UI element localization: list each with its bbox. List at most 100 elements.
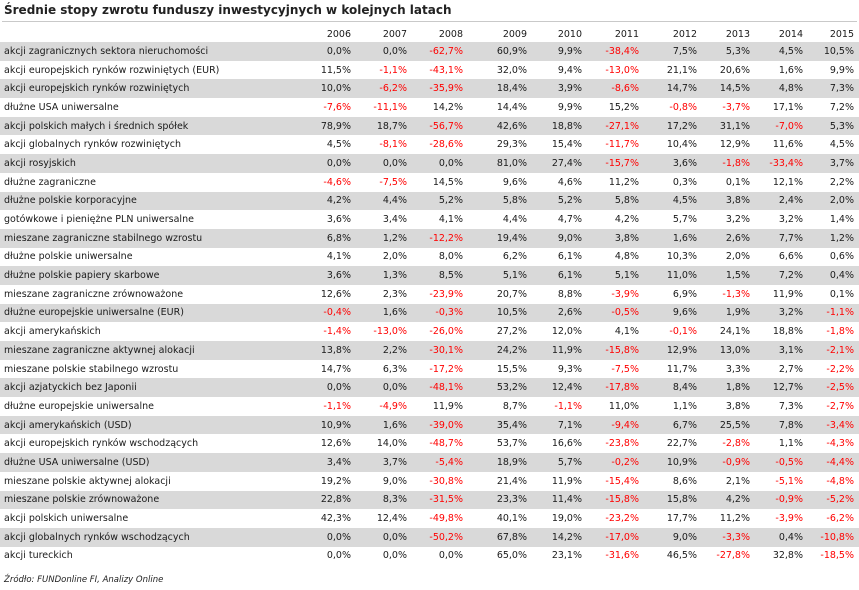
return-value: -17,2% (429, 363, 463, 375)
return-value: 3,6% (269, 266, 356, 285)
return-value: 3,3% (725, 363, 750, 375)
return-value: 11,0% (608, 400, 639, 412)
table-row: akcji amerykańskich (USD) 10,9% 1,6% -39,0%… (0, 415, 859, 435)
table-row: akcji polskich małych i średnich spółek 7… (0, 116, 859, 136)
return-value: 4,5% (755, 42, 808, 61)
return-value: -9,4% (587, 415, 644, 435)
returns-table: 2006 2007 2008 2009 2010 2011 2012 2013 2014 2015… (0, 26, 859, 565)
return-value: 21,1% (666, 64, 697, 76)
return-value: 8,5% (412, 266, 468, 285)
return-value: 23,3% (468, 490, 532, 510)
fund-category: akcji globalnych rynków wschodzących (0, 527, 269, 547)
return-value: -39,0% (412, 415, 468, 435)
fund-category: dłużne USA uniwersalne (4, 101, 119, 113)
return-value: 14,2% (532, 527, 587, 547)
return-value: -11,1% (373, 101, 407, 113)
fund-category: mieszane zagraniczne zrównoważone (4, 288, 184, 300)
return-value: 0,3% (672, 176, 697, 188)
table-row: akcji azjatyckich bez Japonii 0,0% 0,0% -48… (0, 378, 859, 398)
return-value: 3,7% (808, 154, 859, 173)
header-row: 2006 2007 2008 2009 2010 2011 2012 2013 2014 2015 (0, 26, 859, 42)
return-value: 10,0% (269, 79, 356, 99)
return-value: 0,0% (438, 550, 463, 562)
return-value: 22,7% (666, 438, 697, 450)
return-value: -62,7% (412, 42, 468, 61)
return-value: 42,3% (320, 513, 351, 525)
return-value: -0,4% (269, 303, 356, 323)
return-value: 7,3% (778, 400, 803, 412)
return-value: 9,6% (644, 303, 702, 323)
fund-category: mieszane polskie stabilnego wzrostu (4, 363, 179, 375)
return-value: 19,0% (551, 513, 582, 525)
return-value: -0,9% (702, 453, 755, 472)
return-value: 12,4% (376, 513, 407, 525)
return-value: 4,2% (269, 191, 356, 211)
table-row: mieszane zagraniczne aktywnej alokacji 13… (0, 341, 859, 360)
fund-category: akcji polskich uniwersalne (4, 513, 129, 525)
return-value: 35,4% (468, 415, 532, 435)
return-value: 8,8% (557, 288, 582, 300)
return-value: 1,6% (778, 64, 803, 76)
return-value: 5,1% (468, 266, 532, 285)
return-value: 7,1% (532, 415, 587, 435)
fund-category: mieszane zagraniczne aktywnej alokacji (0, 341, 269, 360)
table-row: dłużne polskie uniwersalne 4,1% 2,0% 8,0% 6,… (0, 248, 859, 267)
return-value: 13,0% (702, 341, 755, 360)
header-fund-type (0, 26, 269, 42)
return-value: 6,7% (644, 415, 702, 435)
return-value: 3,6% (644, 154, 702, 173)
fund-category: dłużne europejskie uniwersalne (EUR) (0, 303, 269, 323)
return-value: 0,4% (755, 527, 808, 547)
return-value: 9,0% (644, 527, 702, 547)
return-value: -8,6% (587, 79, 644, 99)
return-value: -1,1% (379, 64, 407, 76)
return-value: -30,1% (412, 341, 468, 360)
table-row: dłużne USA uniwersalne -7,6% -11,1% 14,2% 14… (0, 98, 859, 117)
return-value: 14,7% (320, 363, 351, 375)
fund-category: akcji europejskich rynków rozwiniętych (0, 79, 269, 99)
return-value: -48,7% (429, 438, 463, 450)
return-value: -5,4% (412, 453, 468, 472)
return-value: 3,7% (356, 453, 412, 472)
return-value: 11,5% (320, 64, 351, 76)
return-value: 31,1% (702, 116, 755, 136)
return-value: 4,2% (702, 490, 755, 510)
year-header: 2011 (614, 28, 639, 40)
return-value: 3,4% (269, 453, 356, 472)
return-value: -1,8% (702, 154, 755, 173)
return-value: 18,7% (356, 116, 412, 136)
return-value: -31,6% (605, 550, 639, 562)
return-value: 11,7% (666, 363, 697, 375)
return-value: -15,8% (587, 490, 644, 510)
return-value: 1,5% (702, 266, 755, 285)
return-value: 40,1% (496, 513, 527, 525)
return-value: 16,6% (551, 438, 582, 450)
return-value: 0,0% (356, 378, 412, 398)
return-value: -0,9% (755, 490, 808, 510)
return-value: 12,6% (320, 438, 351, 450)
return-value: -4,9% (379, 400, 407, 412)
return-value: 9,9% (557, 101, 582, 113)
return-value: 11,2% (608, 176, 639, 188)
return-value: 10,4% (666, 139, 697, 151)
year-header: 2007 (382, 28, 407, 40)
return-value: 0,0% (412, 154, 468, 173)
return-value: 3,8% (725, 400, 750, 412)
return-value: 2,7% (778, 363, 803, 375)
table-row: mieszane polskie stabilnego wzrostu 14,7%… (0, 360, 859, 379)
table-row: dłużne polskie korporacyjne 4,2% 4,4% 5,2% 5… (0, 191, 859, 211)
return-value: 8,3% (356, 490, 412, 510)
return-value: 1,1% (778, 438, 803, 450)
return-value: 0,0% (269, 378, 356, 398)
return-value: -38,4% (587, 42, 644, 61)
return-value: -1,3% (722, 288, 750, 300)
return-value: 32,0% (496, 64, 527, 76)
return-value: -3,9% (611, 288, 639, 300)
return-value: 3,9% (532, 79, 587, 99)
return-value: 14,0% (376, 438, 407, 450)
return-value: -23,2% (605, 513, 639, 525)
return-value: -0,5% (587, 303, 644, 323)
return-value: 0,0% (382, 550, 407, 562)
return-value: 4,7% (557, 214, 582, 226)
